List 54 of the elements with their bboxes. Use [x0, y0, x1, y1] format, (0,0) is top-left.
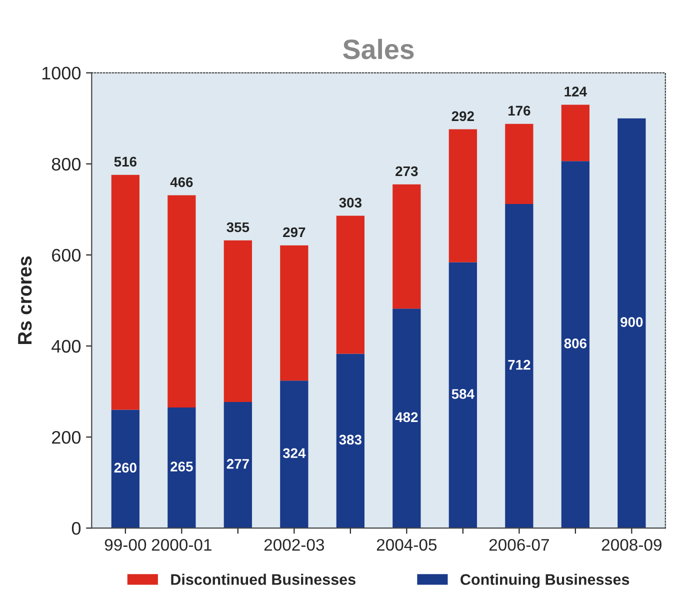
bar [168, 407, 196, 528]
bar [448, 129, 477, 262]
y-tick-label: 800 [52, 158, 81, 171]
y-tick-label: 1000 [42, 66, 81, 80]
data-label: 584 [452, 389, 474, 399]
bar [280, 245, 308, 381]
bar [392, 184, 421, 309]
bar [505, 204, 534, 528]
y-tick-label: 400 [52, 340, 81, 353]
y-tick-label: 0 [72, 522, 81, 535]
data-label: 383 [339, 434, 362, 445]
data-label: 712 [508, 360, 530, 370]
data-label: 900 [620, 317, 643, 327]
bar [280, 380, 308, 528]
data-label: 482 [395, 412, 418, 422]
data-label: 324 [282, 448, 306, 458]
data-label: 466 [170, 177, 193, 188]
x-tick-label: 99-00 [104, 538, 146, 551]
data-label: 273 [396, 166, 418, 176]
data-label: 292 [452, 111, 474, 122]
data-label: 260 [114, 462, 136, 473]
bar [224, 240, 252, 402]
data-label: 806 [564, 338, 587, 348]
y-tick-label: 600 [52, 248, 81, 262]
x-tick-label: 2008-09 [602, 538, 662, 551]
bar [448, 262, 477, 528]
x-tick-label: 2006-07 [489, 538, 549, 551]
bar [392, 308, 421, 528]
bar [561, 104, 590, 162]
legend-label: Continuing Businesses [460, 574, 630, 588]
bar [505, 124, 534, 204]
data-label: 265 [170, 462, 193, 472]
data-label: 516 [114, 156, 136, 167]
bar [224, 402, 252, 528]
data-label: 303 [339, 198, 362, 208]
chart-title: Sales [343, 38, 414, 60]
data-label: 355 [226, 222, 250, 232]
y-tick-label: 200 [52, 430, 81, 444]
legend-label: Discontinued Businesses [171, 574, 356, 585]
bar [111, 410, 140, 528]
y-axis-title: Rs crores [18, 256, 32, 344]
data-label: 176 [508, 106, 530, 116]
data-label: 297 [283, 227, 306, 238]
bar [111, 174, 140, 410]
bar [336, 354, 364, 528]
x-tick-label: 2002-03 [264, 538, 324, 551]
data-label: 124 [564, 86, 587, 96]
bar [336, 216, 364, 354]
bar [618, 118, 646, 528]
x-tick-label: 2000-01 [152, 538, 212, 551]
data-label: 277 [226, 458, 249, 469]
bar [561, 161, 590, 528]
bar [168, 195, 196, 408]
x-tick-label: 2004-05 [376, 538, 437, 551]
